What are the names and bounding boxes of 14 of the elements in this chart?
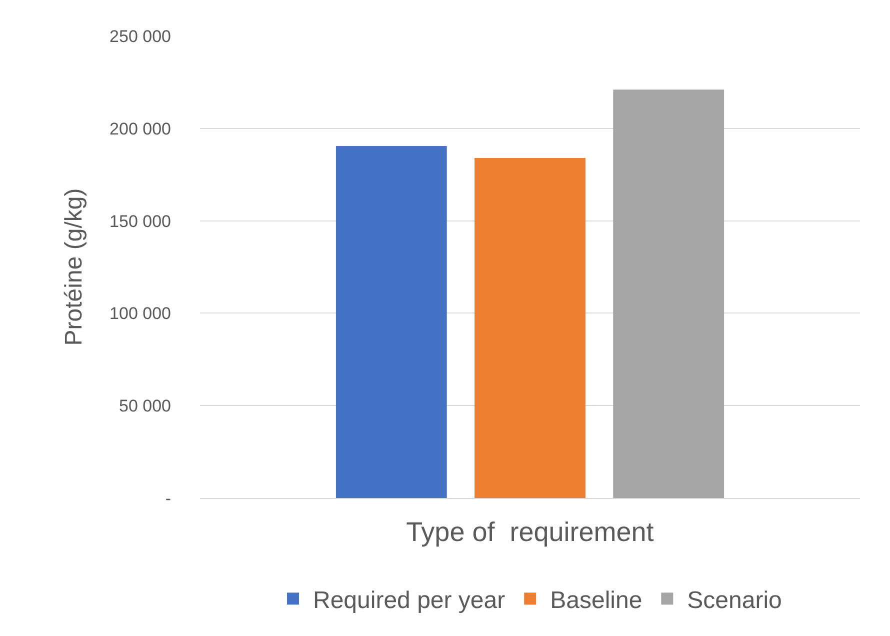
y-axis-title: Protéine (g/kg) bbox=[60, 188, 88, 346]
y-tick-label: - bbox=[165, 488, 171, 508]
bar bbox=[613, 90, 724, 498]
bar bbox=[336, 146, 447, 498]
y-tick-label: 150 000 bbox=[110, 212, 171, 231]
legend-label: Scenario bbox=[687, 587, 782, 614]
bar bbox=[474, 158, 586, 498]
y-tick-label: 250 000 bbox=[110, 26, 171, 46]
y-tick-label: 50 000 bbox=[119, 396, 171, 416]
legend-label: Baseline bbox=[550, 587, 642, 614]
y-tick-label: 100 000 bbox=[110, 304, 171, 324]
y-tick-label: 200 000 bbox=[110, 119, 171, 138]
x-axis-title: Type of requirement bbox=[406, 516, 654, 547]
legend-label: Required per year bbox=[313, 587, 506, 614]
